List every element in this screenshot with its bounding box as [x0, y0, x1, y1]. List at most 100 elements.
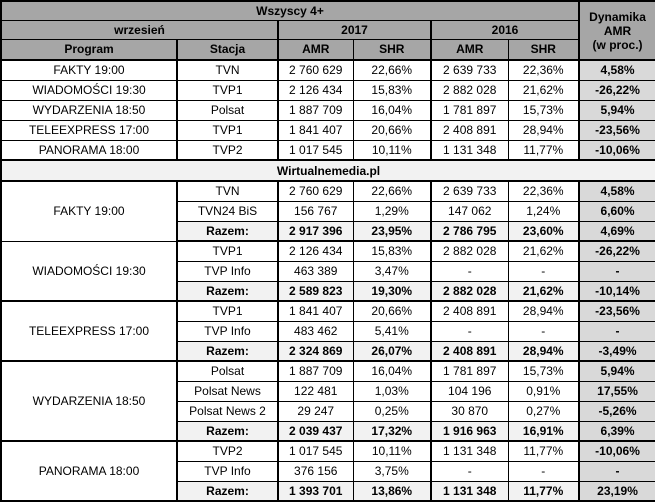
station-cell: TVP1	[176, 240, 279, 262]
station-cell: TVN	[176, 180, 279, 202]
shr-2017-cell: 1,03%	[352, 380, 432, 402]
table-row: TVN24 BiS 156 767 1,29% 147 062 1,24% 6,…	[1, 200, 655, 222]
station-cell: TVP Info	[176, 460, 279, 482]
dynamics-cell: 6,60%	[578, 200, 655, 222]
program-cell: PANORAMA 18:00	[0, 440, 178, 502]
table-row: TVP Info 483 462 5,41% - - -	[1, 320, 655, 342]
table-row: Program Stacja AMR SHR AMR SHR	[0, 38, 655, 61]
table-row-total: Razem: 2 917 396 23,95% 2 786 795 23,60%…	[1, 220, 655, 242]
program-cell: WIADOMOŚCI 19:30	[0, 79, 178, 101]
station-cell: Polsat	[176, 360, 279, 382]
dynamics-cell: -10,06%	[578, 139, 655, 161]
station-cell: Polsat News 2	[176, 400, 279, 422]
amr-2016-cell: 1 131 348	[430, 139, 509, 161]
table-row-total: Razem: 2 324 869 26,07% 2 408 891 28,94%…	[1, 340, 655, 362]
amr-2017-cell: 1 841 407	[277, 119, 354, 141]
amr-2017-cell: 2 126 434	[277, 79, 354, 101]
amr-2017-cell: 483 462	[277, 320, 354, 342]
station-cell: Razem:	[176, 340, 279, 362]
table-row: WIADOMOŚCI 19:30 TVP1 2 126 434 15,83% 2…	[0, 79, 655, 101]
amr-2016-cell: 2 408 891	[430, 119, 509, 141]
dynamics-header: Dynamika AMR (w proc.)	[578, 0, 655, 61]
station-cell: Polsat	[176, 99, 279, 121]
amr-2017-cell: 156 767	[277, 200, 354, 222]
shr-2017-cell: 20,66%	[352, 119, 432, 141]
shr-2016-cell: -	[507, 460, 580, 482]
audience-header: Wszyscy 4+	[0, 0, 580, 21]
amr-2017-cell: 2 760 629	[277, 59, 354, 81]
shr-2017-cell: 3,75%	[352, 460, 432, 482]
amr-2016-cell: 1 131 348	[430, 440, 509, 462]
amr-2017-cell: 1 017 545	[277, 139, 354, 161]
program-cell: TELEEXPRESS 17:00	[0, 119, 178, 141]
shr-2016-cell: 22,36%	[507, 59, 580, 81]
shr-2017-cell: 19,30%	[352, 280, 432, 302]
table-row: TELEEXPRESS 17:00 TVP1 1 841 407 20,66% …	[0, 300, 655, 362]
shr-2016-cell: 11,77%	[507, 480, 580, 502]
amr-2016-cell: 1 781 897	[430, 99, 509, 121]
amr-2016-cell: 2 786 795	[430, 220, 509, 242]
dynamics-header-line1: Dynamika	[589, 9, 646, 24]
table-row-total: Razem: 1 393 701 13,86% 1 131 348 11,77%…	[1, 480, 655, 502]
shr-2016-cell: 16,91%	[507, 420, 580, 442]
dynamics-cell: -26,22%	[578, 240, 655, 262]
amr-2016-cell: 1 916 963	[430, 420, 509, 442]
table-row: PANORAMA 18:00 TVP2 1 017 545 10,11% 1 1…	[0, 440, 655, 502]
station-cell: TVP2	[176, 440, 279, 462]
station-cell: TVP1	[176, 79, 279, 101]
shr-2016-cell: -	[507, 320, 580, 342]
amr-2016-cell: 2 639 733	[430, 180, 509, 202]
dynamics-cell: 4,58%	[578, 59, 655, 81]
shr-2017-cell: 17,32%	[352, 420, 432, 442]
shr-2017-cell: 13,86%	[352, 480, 432, 502]
shr-2017-cell: 22,66%	[352, 180, 432, 202]
station-cell: TVN	[176, 59, 279, 81]
watermark: Wirtualnemedia.pl	[0, 159, 655, 182]
shr-2017-cell: 16,04%	[352, 360, 432, 382]
amr-2017-cell: 29 247	[277, 400, 354, 422]
station-cell: TVP2	[176, 139, 279, 161]
dynamics-cell: -3,49%	[578, 340, 655, 362]
amr-2016-cell: 2 408 891	[430, 340, 509, 362]
amr-2016-cell: 2 639 733	[430, 59, 509, 81]
shr-2017-cell: 5,41%	[352, 320, 432, 342]
station-cell: TVP1	[176, 119, 279, 141]
shr-2016-cell: 21,62%	[507, 240, 580, 262]
amr-2017-cell: 376 156	[277, 460, 354, 482]
dynamics-header-line3: (w proc.)	[592, 37, 643, 52]
shr-2017-cell: 16,04%	[352, 99, 432, 121]
dynamics-cell: -5,26%	[578, 400, 655, 422]
shr-2016-cell: 15,73%	[507, 99, 580, 121]
station-cell: Razem:	[176, 220, 279, 242]
shr-2017-cell: 10,11%	[352, 440, 432, 462]
amr-2017-cell: 2 760 629	[277, 180, 354, 202]
shr-2017-cell: 22,66%	[352, 59, 432, 81]
amr-2017-cell: 2 917 396	[277, 220, 354, 242]
dynamics-cell: 4,58%	[578, 180, 655, 202]
shr-2016-cell: 21,62%	[507, 280, 580, 302]
station-cell: TVN24 BiS	[176, 200, 279, 222]
amr-2016-cell: 30 870	[430, 400, 509, 422]
amr-2016-cell: 1 131 348	[430, 480, 509, 502]
program-cell: FAKTY 19:00	[0, 180, 178, 242]
shr-2017-column-header: SHR	[352, 38, 432, 61]
amr-2016-cell: 2 882 028	[430, 79, 509, 101]
shr-2017-cell: 26,07%	[352, 340, 432, 362]
table-row-total: Razem: 2 589 823 19,30% 2 882 028 21,62%…	[1, 280, 655, 302]
table-row-total: Razem: 2 039 437 17,32% 1 916 963 16,91%…	[1, 420, 655, 442]
dynamics-cell: -26,22%	[578, 79, 655, 101]
station-cell: Razem:	[176, 420, 279, 442]
dynamics-cell: 4,69%	[578, 220, 655, 242]
shr-2016-cell: 11,77%	[507, 440, 580, 462]
table-row: FAKTY 19:00 TVN 2 760 629 22,66% 2 639 7…	[0, 59, 655, 81]
shr-2016-cell: 23,60%	[507, 220, 580, 242]
shr-2017-cell: 20,66%	[352, 300, 432, 322]
amr-2017-cell: 1 887 709	[277, 99, 354, 121]
shr-2016-cell: 22,36%	[507, 180, 580, 202]
table-row: PANORAMA 18:00 TVP2 1 017 545 10,11% 1 1…	[0, 139, 655, 161]
table-row: TVP Info 463 389 3,47% - - -	[1, 260, 655, 282]
dynamics-cell: -10,14%	[578, 280, 655, 302]
dynamics-cell: 5,94%	[578, 99, 655, 121]
amr-2017-cell: 122 481	[277, 380, 354, 402]
shr-2016-cell: 28,94%	[507, 119, 580, 141]
